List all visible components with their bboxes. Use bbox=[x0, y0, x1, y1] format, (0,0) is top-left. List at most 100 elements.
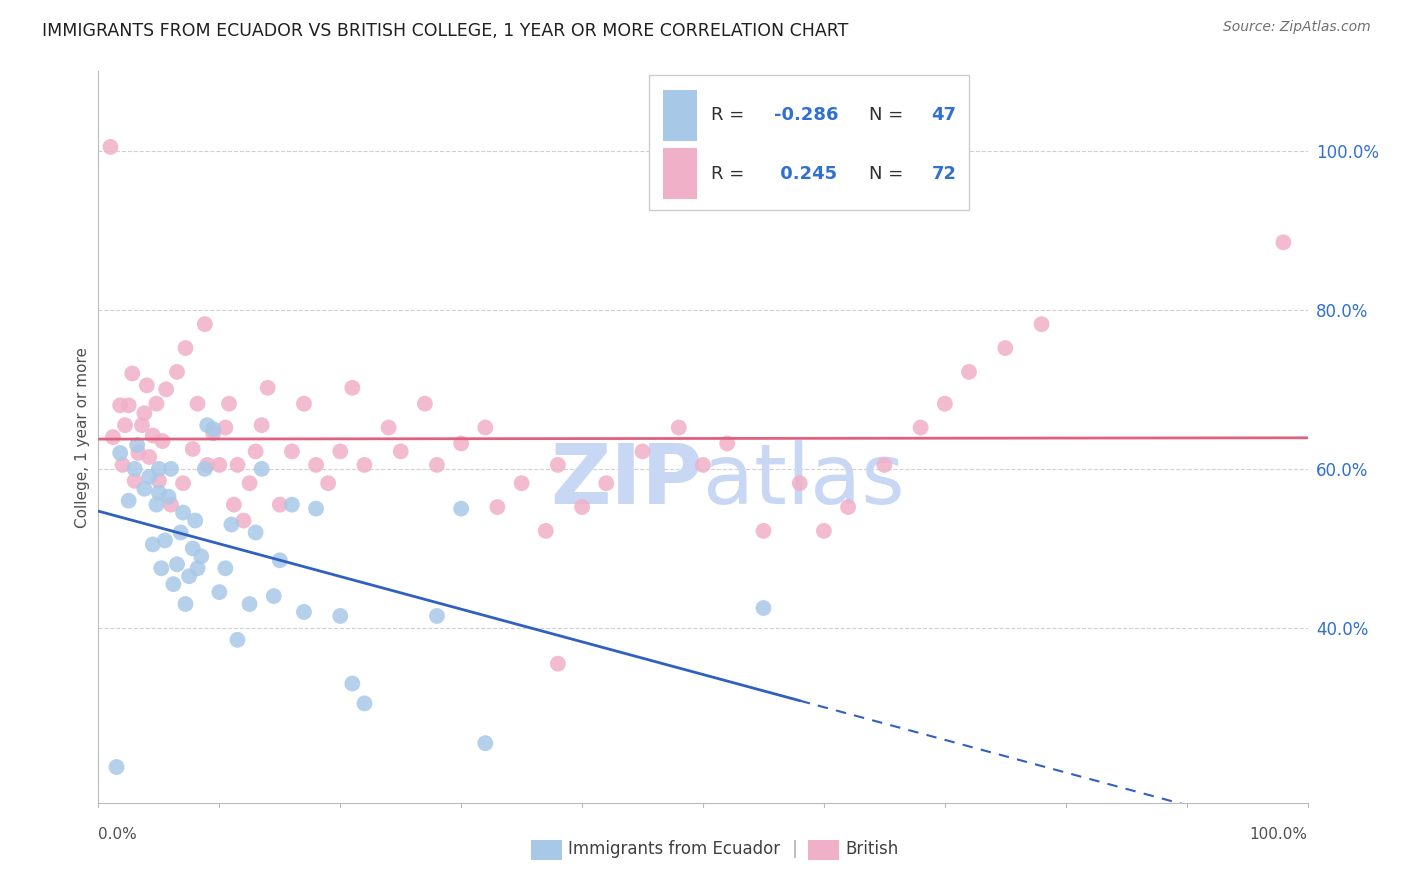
Point bbox=[190, 549, 212, 564]
Point bbox=[1272, 235, 1295, 250]
Point bbox=[226, 632, 249, 647]
Point bbox=[813, 524, 835, 538]
Point bbox=[353, 458, 375, 472]
Text: 47: 47 bbox=[932, 106, 956, 124]
Point bbox=[994, 341, 1017, 355]
Point bbox=[148, 485, 170, 500]
Point bbox=[510, 476, 533, 491]
Point bbox=[181, 541, 204, 556]
Point bbox=[226, 458, 249, 472]
Point bbox=[187, 397, 209, 411]
Y-axis label: College, 1 year or more: College, 1 year or more bbox=[75, 347, 90, 527]
Text: 72: 72 bbox=[932, 165, 956, 183]
Point bbox=[208, 585, 231, 599]
Point bbox=[486, 500, 509, 514]
Point bbox=[837, 500, 859, 514]
Point bbox=[148, 474, 170, 488]
Point bbox=[111, 458, 134, 472]
Point bbox=[474, 736, 496, 750]
Text: N =: N = bbox=[869, 106, 908, 124]
Point bbox=[124, 462, 146, 476]
Point bbox=[329, 609, 352, 624]
Point bbox=[194, 317, 217, 331]
Point bbox=[114, 418, 136, 433]
Point bbox=[474, 420, 496, 434]
Point bbox=[194, 462, 217, 476]
Point bbox=[105, 760, 128, 774]
Point bbox=[195, 458, 218, 472]
Point bbox=[263, 589, 285, 603]
Point bbox=[214, 420, 236, 434]
Text: 0.245: 0.245 bbox=[775, 165, 838, 183]
Point bbox=[250, 418, 273, 433]
Point bbox=[934, 397, 956, 411]
Point bbox=[269, 498, 291, 512]
Point bbox=[174, 341, 197, 355]
Point bbox=[232, 514, 254, 528]
Point bbox=[148, 462, 170, 476]
Point bbox=[174, 597, 197, 611]
Point bbox=[239, 476, 262, 491]
Text: Immigrants from Ecuador: Immigrants from Ecuador bbox=[568, 840, 780, 858]
Text: N =: N = bbox=[869, 165, 908, 183]
Point bbox=[184, 514, 207, 528]
Point bbox=[118, 398, 141, 412]
Point bbox=[250, 462, 273, 476]
Point bbox=[157, 490, 180, 504]
Text: 0.0%: 0.0% bbox=[98, 827, 138, 841]
Point bbox=[134, 482, 156, 496]
Point bbox=[134, 406, 156, 420]
Point bbox=[668, 420, 690, 434]
Point bbox=[342, 676, 364, 690]
Text: ZIP: ZIP bbox=[551, 441, 703, 522]
Point bbox=[166, 365, 188, 379]
Point bbox=[752, 601, 775, 615]
Point bbox=[245, 525, 267, 540]
Text: R =: R = bbox=[711, 165, 751, 183]
Point bbox=[245, 444, 267, 458]
Point bbox=[426, 609, 449, 624]
Bar bbox=[648, 75, 969, 211]
Point bbox=[752, 524, 775, 538]
Point bbox=[142, 428, 165, 442]
Point bbox=[221, 517, 243, 532]
Point bbox=[957, 365, 980, 379]
Point bbox=[160, 498, 183, 512]
Point bbox=[172, 506, 194, 520]
Text: -0.286: -0.286 bbox=[775, 106, 839, 124]
Point bbox=[450, 501, 472, 516]
Point bbox=[142, 537, 165, 551]
Point bbox=[101, 430, 124, 444]
Point bbox=[329, 444, 352, 458]
Point bbox=[716, 436, 738, 450]
Point bbox=[162, 577, 184, 591]
Point bbox=[187, 561, 209, 575]
Point bbox=[160, 462, 183, 476]
Point bbox=[169, 525, 191, 540]
Point bbox=[172, 476, 194, 491]
Point bbox=[342, 381, 364, 395]
Text: British: British bbox=[845, 840, 898, 858]
Text: R =: R = bbox=[711, 106, 751, 124]
Point bbox=[389, 444, 412, 458]
Point bbox=[145, 397, 167, 411]
Point bbox=[377, 420, 399, 434]
Point bbox=[256, 381, 278, 395]
Point bbox=[131, 418, 153, 433]
Bar bbox=[664, 90, 697, 141]
Point bbox=[305, 501, 328, 516]
Point bbox=[595, 476, 617, 491]
Point bbox=[181, 442, 204, 456]
Point bbox=[166, 558, 188, 572]
Point bbox=[692, 458, 714, 472]
Point bbox=[145, 498, 167, 512]
Point bbox=[127, 438, 149, 452]
Point bbox=[222, 498, 245, 512]
Point bbox=[202, 426, 225, 441]
Text: 100.0%: 100.0% bbox=[1250, 827, 1308, 841]
Point bbox=[450, 436, 472, 450]
Point bbox=[179, 569, 201, 583]
Point bbox=[353, 697, 375, 711]
Point bbox=[152, 434, 174, 448]
Point bbox=[873, 458, 896, 472]
